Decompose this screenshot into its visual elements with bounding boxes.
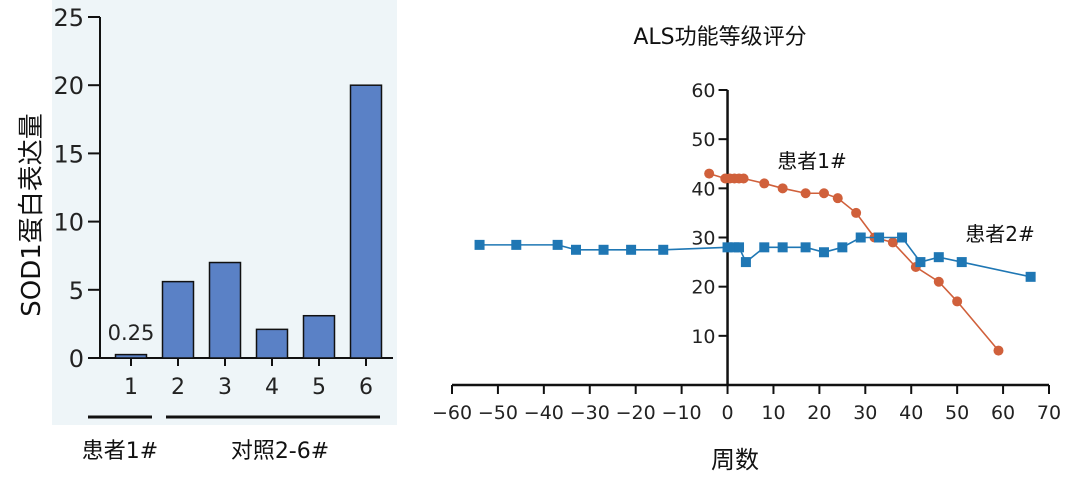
series-2-point	[511, 239, 522, 250]
line-x-tick-label: 50	[945, 402, 969, 424]
series-2-point	[915, 257, 926, 268]
bar-chart-ylabel: SOD1蛋白表达量	[17, 113, 47, 317]
series-1-point	[777, 183, 788, 194]
series-label-patient1: 患者1#	[777, 149, 846, 173]
line-y-tick-label: 60	[691, 80, 715, 102]
line-x-tick-label: 40	[899, 402, 923, 424]
group-label-patient: 患者1#	[82, 439, 158, 464]
line-y-tick-label: 10	[691, 326, 715, 348]
series-2-point	[570, 244, 581, 255]
series-2-point	[552, 239, 563, 250]
line-x-tick-label: 20	[807, 402, 831, 424]
bar-x-tick-label: 4	[265, 375, 279, 400]
bar-x-tick-label: 5	[312, 375, 326, 400]
bar-y-tick-label: 20	[53, 72, 84, 100]
bar-x-tick-label: 3	[218, 375, 232, 400]
series-1-point	[704, 168, 715, 179]
series-2-point	[897, 232, 908, 243]
line-y-tick-label: 20	[691, 277, 715, 299]
line-x-tick-label: 30	[853, 402, 877, 424]
series-1-point	[832, 193, 843, 204]
series-2-point	[874, 232, 885, 243]
line-y-tick-label: 50	[691, 129, 715, 151]
line-chart-title: ALS功能等级评分	[633, 25, 806, 50]
line-y-tick-label: 40	[691, 178, 715, 200]
bar-6	[349, 84, 383, 359]
series-2-point	[626, 244, 637, 255]
series-2-point	[855, 232, 866, 243]
series-1-point	[851, 207, 862, 218]
line-x-tick-label: −10	[662, 402, 702, 424]
bar-4	[255, 328, 289, 359]
series-2-point	[734, 242, 745, 253]
bar-5	[302, 314, 336, 359]
bar-y-tick-label: 10	[53, 209, 84, 237]
line-x-tick-label: 10	[761, 402, 785, 424]
line-x-tick-label: −60	[432, 402, 472, 424]
line-x-tick-label: −40	[524, 402, 564, 424]
line-x-tick-label: −30	[570, 402, 610, 424]
series-1-point	[759, 178, 770, 189]
bar-value-label: 0.25	[108, 321, 155, 345]
line-chart-axes: −60 −50 −40 −30 −20 −10 0 10 20 30 40 50 60 70 10 20 30 4…	[432, 80, 1061, 424]
bar-y-tick-label: 25	[53, 4, 84, 32]
line-x-tick-label: −50	[478, 402, 518, 424]
series-2-point	[818, 247, 829, 258]
series-2-point	[956, 257, 967, 268]
bar-x-tick-label: 2	[171, 375, 185, 400]
series-1-point	[818, 188, 829, 199]
series-2-point	[474, 239, 485, 250]
bar-y-tick-label: 0	[69, 345, 84, 373]
line-chart-series	[474, 168, 1036, 356]
line-x-tick-label: 70	[1037, 402, 1061, 424]
bar-1	[114, 353, 148, 359]
series-2-point	[722, 242, 733, 253]
line-y-tick-label: 30	[691, 228, 715, 250]
series-2-point	[598, 244, 609, 255]
bar-y-tick-label: 5	[69, 277, 84, 305]
series-2-point	[777, 242, 788, 253]
series-1-point	[738, 173, 749, 184]
series-2-point	[658, 244, 669, 255]
bar-chart-panel: 0 5 10 15 20 25 1 2 3 4 5 6 SOD1蛋白表达量 0.25 患者1# 对照2…	[17, 0, 397, 464]
bar-chart-bars	[114, 84, 383, 359]
group-label-control: 对照2-6#	[231, 439, 329, 464]
series-1-point	[952, 296, 963, 307]
bar-y-tick-label: 15	[53, 140, 84, 168]
line-chart-xlabel: 周数	[711, 446, 759, 474]
series-2-point	[740, 257, 751, 268]
series-1-point	[887, 237, 898, 248]
bar-x-tick-label: 1	[124, 375, 138, 400]
series-2-point	[800, 242, 811, 253]
bar-3	[208, 261, 242, 359]
series-2-point	[837, 242, 848, 253]
series-1-point	[800, 188, 811, 199]
bar-chart-ticks: 0 5 10 15 20 25 1 2 3 4 5 6	[53, 4, 373, 400]
bar-chart-axes	[99, 17, 393, 359]
line-chart-panel: ALS功能等级评分 −60 −50 −40 −30 −20 −10 0 10 20 30 40 50 6…	[432, 25, 1061, 474]
series-1-point	[993, 345, 1004, 356]
bar-2	[161, 280, 195, 359]
line-x-tick-label: 60	[991, 402, 1015, 424]
bar-x-tick-label: 6	[359, 375, 373, 400]
series-2-point	[1025, 271, 1036, 282]
series-1-point	[933, 276, 944, 287]
line-x-tick-label: 0	[721, 402, 733, 424]
series-2-point	[759, 242, 770, 253]
series-2-point	[933, 252, 944, 263]
series-label-patient2: 患者2#	[965, 222, 1034, 246]
line-x-tick-label: −20	[616, 402, 656, 424]
series-line-1	[708, 172, 1000, 352]
